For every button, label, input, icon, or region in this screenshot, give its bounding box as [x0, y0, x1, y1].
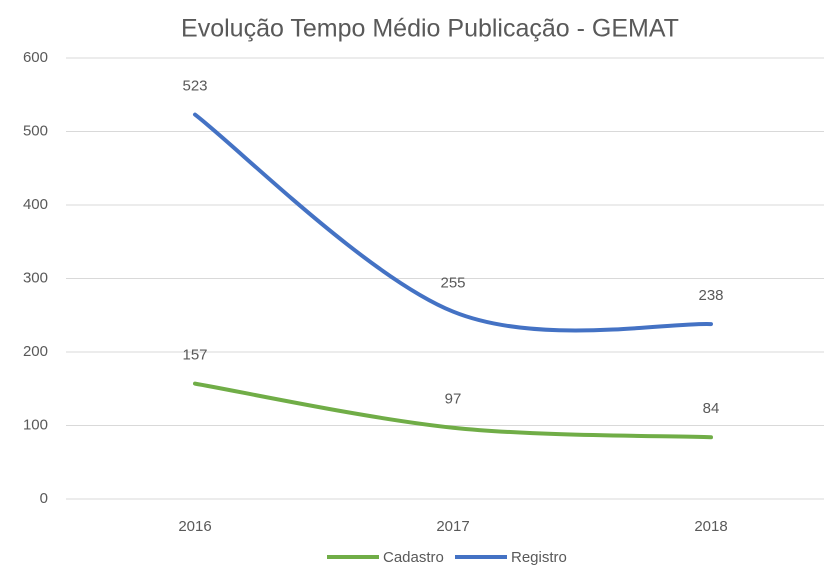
series-line: [193, 112, 713, 333]
data-label: 84: [703, 400, 720, 417]
legend-label: Cadastro: [383, 549, 444, 566]
y-tick-label: 600: [23, 49, 48, 66]
data-label: 238: [698, 287, 723, 304]
data-label: 97: [445, 391, 462, 408]
data-label: 157: [182, 347, 207, 364]
legend-label: Registro: [511, 549, 567, 566]
x-tick-label: 2017: [436, 518, 469, 535]
y-tick-label: 0: [40, 490, 48, 507]
y-tick-label: 300: [23, 269, 48, 286]
y-tick-label: 400: [23, 196, 48, 213]
data-label: 255: [440, 275, 465, 292]
y-tick-label: 200: [23, 343, 48, 360]
chart-title: Evolução Tempo Médio Publicação - GEMAT: [181, 15, 679, 43]
data-label: 523: [182, 78, 207, 95]
x-tick-label: 2016: [178, 518, 211, 535]
series-line: [193, 381, 713, 440]
y-tick-label: 500: [23, 122, 48, 139]
x-tick-label: 2018: [694, 518, 727, 535]
y-tick-label: 100: [23, 416, 48, 433]
